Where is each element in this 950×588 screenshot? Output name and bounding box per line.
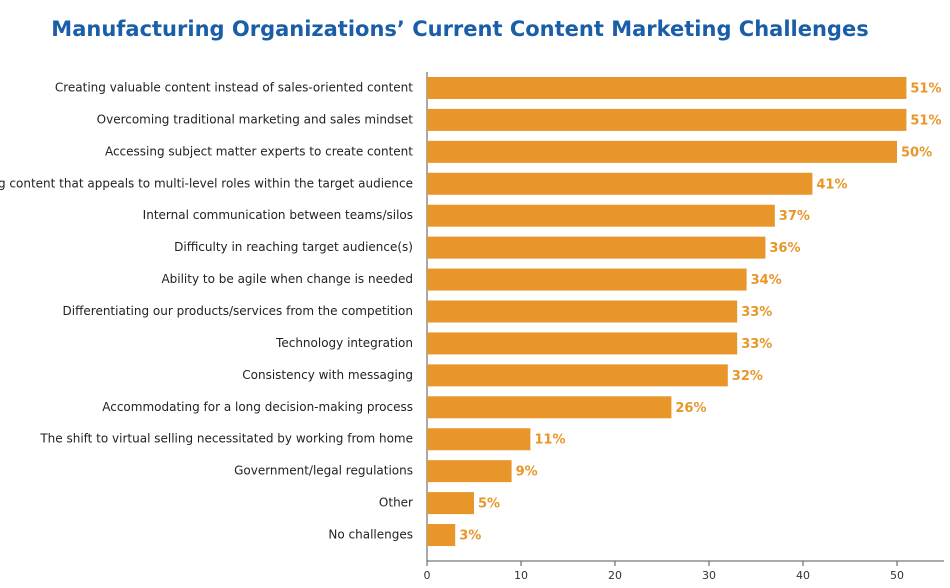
value-label: 26% — [675, 401, 706, 416]
category-label: The shift to virtual selling necessitate… — [39, 432, 413, 446]
bar — [427, 492, 474, 515]
value-label: 41% — [816, 177, 847, 192]
x-tick-label: 10 — [514, 569, 528, 582]
value-label: 51% — [910, 81, 941, 96]
chart-title: Manufacturing Organizations’ Current Con… — [51, 17, 868, 41]
bar — [427, 524, 456, 547]
value-label: 11% — [534, 433, 565, 448]
bar — [427, 140, 897, 163]
x-tick-label: 20 — [608, 569, 622, 582]
bar — [427, 236, 766, 259]
bar — [427, 428, 531, 451]
category-label: Differentiating our products/services fr… — [63, 304, 413, 318]
category-label: Accommodating for a long decision-making… — [102, 400, 413, 414]
category-label: Accessing subject matter experts to crea… — [105, 144, 413, 158]
category-label: Ability to be agile when change is neede… — [161, 272, 413, 286]
value-label: 33% — [741, 305, 772, 320]
category-label: Consistency with messaging — [242, 368, 413, 382]
value-label: 36% — [769, 241, 800, 256]
value-label: 34% — [751, 273, 782, 288]
category-label: Creating content that appeals to multi-l… — [0, 176, 413, 190]
bar — [427, 332, 738, 355]
value-label: 50% — [901, 145, 932, 160]
category-label: Government/legal regulations — [234, 464, 413, 478]
category-label: Other — [379, 496, 413, 510]
value-label: 51% — [910, 113, 941, 128]
bar — [427, 268, 747, 291]
x-tick-label: 30 — [702, 569, 716, 582]
bar — [427, 460, 512, 483]
x-tick-label: 50 — [890, 569, 904, 582]
value-label: 3% — [459, 529, 481, 544]
bar — [427, 396, 672, 419]
category-label: Internal communication between teams/sil… — [143, 208, 413, 222]
category-label: Technology integration — [275, 336, 413, 350]
category-label: Overcoming traditional marketing and sal… — [97, 112, 414, 126]
value-label: 32% — [732, 369, 763, 384]
bar — [427, 108, 907, 131]
bar — [427, 364, 728, 387]
value-label: 9% — [516, 465, 538, 480]
x-tick-label: 0 — [424, 569, 431, 582]
bar — [427, 300, 738, 323]
value-label: 5% — [478, 497, 500, 512]
x-tick-label: 40 — [796, 569, 810, 582]
bar — [427, 172, 813, 195]
category-label: No challenges — [328, 528, 413, 542]
category-label: Difficulty in reaching target audience(s… — [174, 240, 413, 254]
bar — [427, 204, 775, 227]
value-label: 33% — [741, 337, 772, 352]
category-label: Creating valuable content instead of sal… — [55, 80, 413, 94]
value-label: 37% — [779, 209, 810, 224]
bar — [427, 76, 907, 99]
